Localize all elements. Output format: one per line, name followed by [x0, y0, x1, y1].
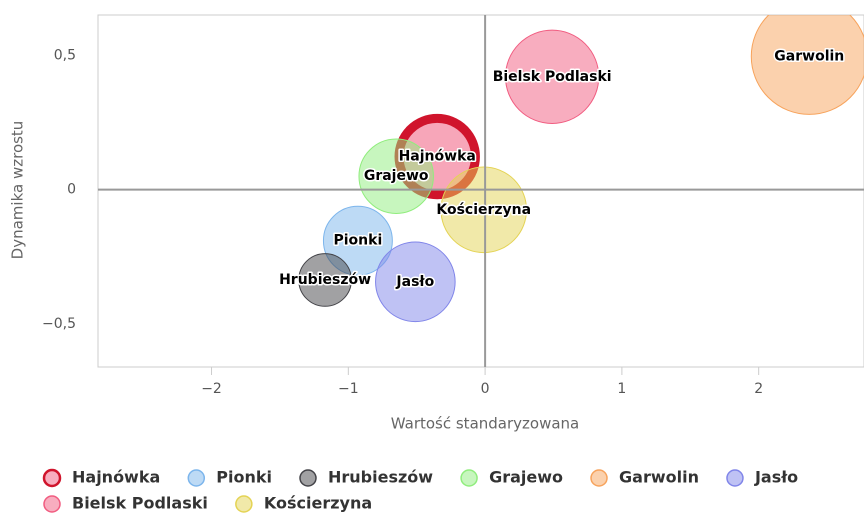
legend-label: Kościerzyna [264, 494, 372, 513]
legend-item: Hajnówka [42, 468, 160, 488]
plot-area [298, 15, 864, 323]
bubble [440, 166, 528, 254]
y-axis-title: Dynamika wzrostu [9, 121, 27, 260]
legend-marker [460, 469, 478, 487]
legend-item: Kościerzyna [235, 494, 372, 513]
bubble [322, 205, 393, 276]
bubble [504, 29, 600, 124]
data-label: Hajnówka [399, 149, 476, 165]
bubble [358, 138, 434, 214]
data-label: Pionki [334, 233, 383, 249]
legend-marker [42, 468, 62, 488]
legend-label: Jasło [754, 468, 798, 487]
data-label: Garwolin [774, 48, 844, 64]
legend-item: Pionki [187, 468, 272, 487]
bubble [750, 15, 864, 115]
legend-marker [43, 495, 61, 513]
bubble [298, 253, 352, 307]
data-label: Hrubieszów [279, 272, 371, 288]
legend-marker [235, 495, 253, 513]
x-tick-label: 1 [617, 381, 626, 397]
legend-item: Hrubieszów [299, 468, 433, 487]
y-tick-label: 0,5 [54, 47, 76, 63]
data-label: Kościerzyna [436, 202, 531, 218]
legend-label: Hajnówka [72, 468, 160, 487]
legend-item: Jasło [726, 468, 798, 487]
y-tick-label: 0 [67, 182, 76, 198]
y-tick-label: −0,5 [42, 316, 76, 332]
x-tick-label: −2 [201, 381, 222, 397]
legend-item: Garwolin [590, 468, 699, 487]
legend-label: Bielsk Podlaski [72, 494, 208, 513]
legend-label: Pionki [216, 468, 272, 487]
legend-label: Garwolin [619, 468, 699, 487]
data-label: Bielsk Podlaski [493, 69, 612, 85]
x-tick-label: 2 [754, 381, 763, 397]
legend-label: Grajewo [489, 468, 563, 487]
x-tick-label: 0 [481, 381, 490, 397]
legend-marker [187, 469, 206, 487]
legend-marker [590, 469, 608, 487]
legend-marker [299, 469, 317, 487]
data-label: Jasło [395, 274, 434, 290]
legend-item: Grajewo [460, 468, 563, 487]
x-axis-title: Wartość standaryzowana [391, 415, 579, 433]
legend-item: Bielsk Podlaski [43, 494, 208, 513]
x-tick-label: −1 [338, 381, 359, 397]
bubble [375, 241, 456, 323]
legend-label: Hrubieszów [328, 468, 433, 487]
data-label: Grajewo [364, 168, 429, 184]
legend-marker [726, 469, 744, 487]
